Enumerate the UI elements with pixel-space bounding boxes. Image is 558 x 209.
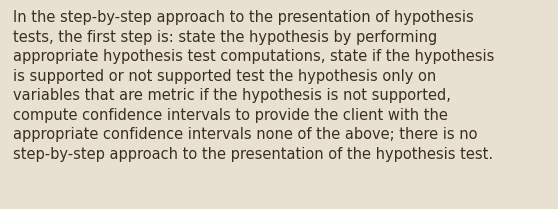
Text: In the step-by-step approach to the presentation of hypothesis
tests, the first : In the step-by-step approach to the pres… — [13, 10, 494, 162]
